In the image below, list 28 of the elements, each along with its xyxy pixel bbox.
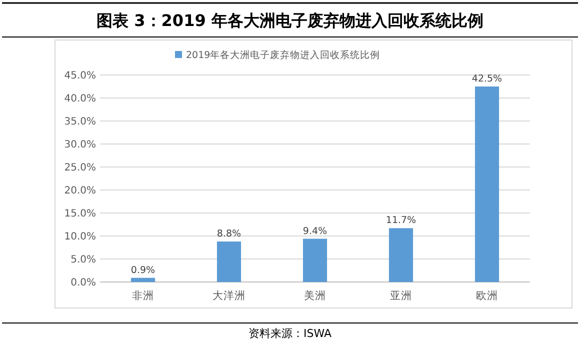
y-tick-label: 35.0% [64, 116, 96, 128]
y-tick-label: 45.0% [64, 70, 96, 82]
x-tick-label: 大洋洲 [212, 289, 246, 302]
bar [130, 278, 156, 282]
x-tick-label: 亚洲 [390, 289, 412, 302]
y-tick-label: 15.0% [64, 208, 96, 220]
y-tick-label: 10.0% [64, 232, 96, 242]
y-tick-label: 40.0% [64, 94, 96, 104]
text: 资料来源：ISWA [248, 327, 332, 340]
y-tick-label: 20.0% [64, 186, 96, 196]
x-tick-label: 欧洲 [476, 289, 498, 302]
y-tick-label: 25.0% [64, 162, 96, 174]
bar [216, 242, 242, 282]
y-tick-label: 0.0% [70, 278, 96, 288]
chart-title: 图表 3：2019 年各大洲电子废弃物进入回收系统比例 [96, 11, 484, 30]
y-tick-label: 30.0% [64, 140, 96, 150]
data-label: 11.7% [386, 215, 416, 226]
x-tick-label: 美洲 [304, 289, 326, 302]
bar [302, 238, 328, 282]
data-label: 9.4% [302, 226, 328, 237]
bar [474, 86, 500, 282]
y-tick-label: 5.0% [70, 254, 96, 266]
x-tick-label: 非洲 [132, 289, 154, 302]
data-label: 0.9% [130, 264, 156, 276]
data-label: 8.8% [216, 228, 242, 240]
data-label: 42.5% [472, 74, 502, 84]
bar [388, 228, 414, 282]
legend-label: 2019年各大洲电子废弃物进入回收系统比例 [186, 49, 380, 61]
